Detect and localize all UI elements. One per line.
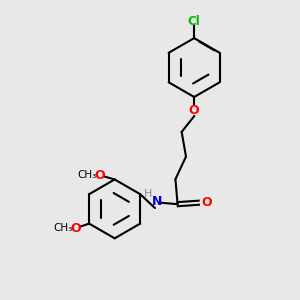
Text: O: O xyxy=(189,104,200,117)
Text: H: H xyxy=(144,190,152,200)
Text: CH₃: CH₃ xyxy=(78,170,97,180)
Text: O: O xyxy=(94,169,105,182)
Text: O: O xyxy=(70,221,81,235)
Text: N: N xyxy=(152,195,162,208)
Text: O: O xyxy=(202,196,212,209)
Text: Cl: Cl xyxy=(188,14,200,28)
Text: CH₃: CH₃ xyxy=(54,223,73,233)
